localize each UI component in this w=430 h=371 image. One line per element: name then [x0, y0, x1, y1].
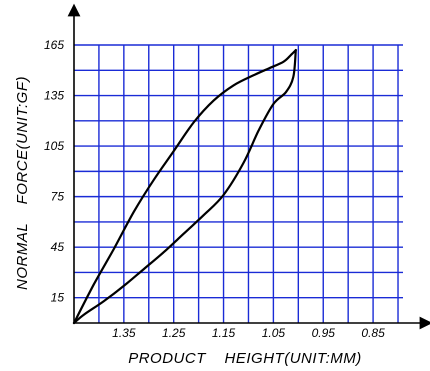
y-tick-label: 105 [44, 139, 64, 153]
tick-labels: 1.35 1.25 1.15 1.05 0.95 0.85 165 135 105 75 45 15 [44, 38, 385, 340]
y-axis-title: NORMAL FORCE(UNIT:GF) [14, 76, 31, 290]
y-tick-label: 15 [51, 291, 65, 305]
x-tick-label: 1.15 [212, 326, 236, 340]
y-tick-label: 75 [51, 190, 65, 204]
y-tick-label: 135 [44, 89, 64, 103]
curves [72, 49, 297, 325]
loading-curve [72, 49, 297, 325]
x-tick-label: 1.35 [112, 326, 136, 340]
axes [67, 3, 430, 330]
x-axis-title: PRODUCT HEIGHT(UNIT:MM) [128, 350, 362, 367]
y-tick-label: 165 [44, 38, 64, 52]
x-tick-label: 1.25 [162, 326, 186, 340]
x-tick-label: 1.05 [262, 326, 286, 340]
x-tick-label: 0.85 [361, 326, 385, 340]
y-tick-label: 45 [51, 240, 65, 254]
unloading-curve [72, 49, 297, 325]
x-tick-label: 0.95 [312, 326, 336, 340]
grid [74, 44, 403, 323]
